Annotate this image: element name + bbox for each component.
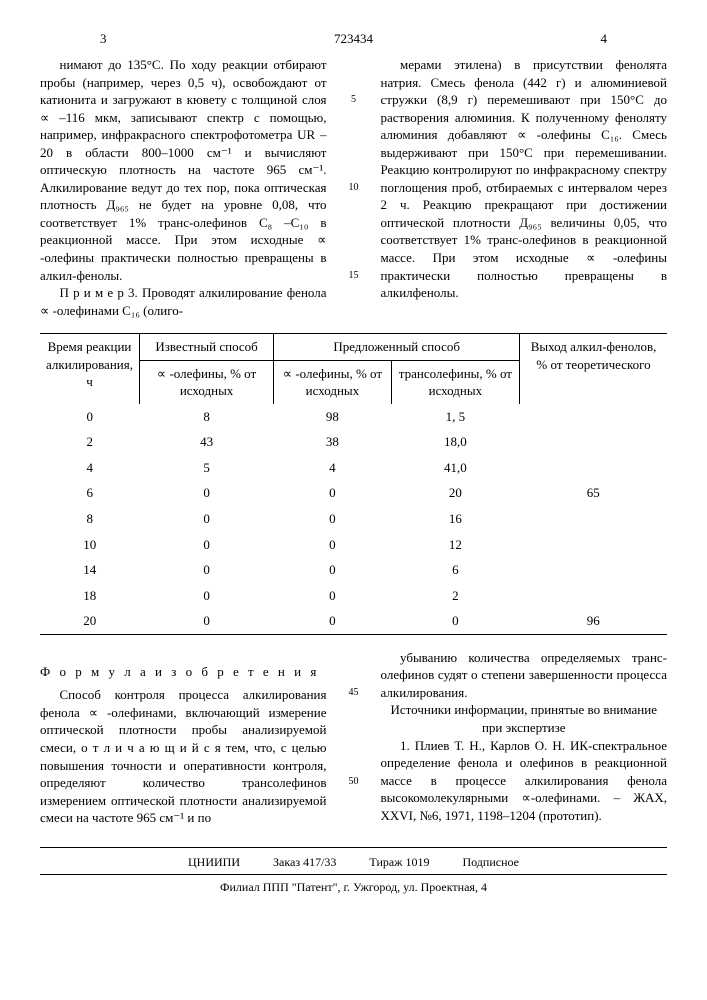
table-row: 100012 bbox=[40, 532, 667, 558]
col-header-proposed: Предложенный способ bbox=[274, 334, 520, 361]
footer-line-2: Филиал ППП "Патент", г. Ужгород, ул. Про… bbox=[40, 874, 667, 895]
footer-circulation: Тираж 1019 bbox=[369, 855, 429, 869]
col-subheader-known-olefins: ∝ -олефины, % от исходных bbox=[139, 360, 273, 404]
table-row: 45441,0 bbox=[40, 455, 667, 481]
results-table: Время реакции алкилирования, ч Известный… bbox=[40, 333, 667, 635]
document-id: 723434 bbox=[334, 30, 373, 48]
table-body: 08981, 5 2433818,0 45441,0 6002065 80016… bbox=[40, 404, 667, 634]
line-number: 45 bbox=[349, 686, 359, 700]
line-number: 15 bbox=[349, 269, 359, 283]
main-text-columns: нимают до 135°С. По ходу реакции отбираю… bbox=[40, 56, 667, 319]
page-number-left: 3 bbox=[100, 30, 107, 48]
table-row: 2000096 bbox=[40, 608, 667, 634]
footer-subscription: Подписное bbox=[462, 855, 519, 869]
footer-publisher: ЦНИИПИ bbox=[188, 855, 240, 869]
col-subheader-proposed-olefins: ∝ -олефины, % от исходных bbox=[274, 360, 392, 404]
formula-left-column: Ф о р м у л а и з о б р е т е н и я Спос… bbox=[40, 649, 327, 827]
right-paragraph-1: мерами этилена) в присутствии фенолята н… bbox=[381, 56, 668, 302]
formula-left-text: Способ контроля процесса алкилирования ф… bbox=[40, 686, 327, 826]
footer-line-1: ЦНИИПИ Заказ 417/33 Тираж 1019 Подписное bbox=[40, 854, 667, 870]
col-header-time: Время реакции алкилирования, ч bbox=[40, 334, 139, 404]
sources-title: Источники информации, принятые во вниман… bbox=[381, 701, 668, 736]
source-1: 1. Плиев Т. Н., Карлов О. Н. ИК-спектрал… bbox=[381, 737, 668, 825]
line-number: 5 bbox=[351, 93, 356, 107]
line-number: 10 bbox=[349, 181, 359, 195]
left-column: нимают до 135°С. По ходу реакции отбираю… bbox=[40, 56, 327, 319]
page-header: 3 723434 4 bbox=[40, 30, 667, 48]
page-number-right: 4 bbox=[601, 30, 608, 48]
line-number: 50 bbox=[349, 775, 359, 789]
footer-order: Заказ 417/33 bbox=[273, 855, 336, 869]
col-subheader-trans-olefins: трансолефины, % от исходных bbox=[391, 360, 519, 404]
formula-columns: Ф о р м у л а и з о б р е т е н и я Спос… bbox=[40, 649, 667, 827]
footer: ЦНИИПИ Заказ 417/33 Тираж 1019 Подписное… bbox=[40, 847, 667, 895]
table-row: 80016 bbox=[40, 506, 667, 532]
formula-right-column: убыванию количества определяемых транс-о… bbox=[381, 649, 668, 827]
table-row: 2433818,0 bbox=[40, 429, 667, 455]
table-row: 6002065 bbox=[40, 480, 667, 506]
line-number-gutter-2: 45 50 bbox=[347, 649, 361, 827]
table-row: 08981, 5 bbox=[40, 404, 667, 430]
formula-right-text-1: убыванию количества определяемых транс-о… bbox=[381, 649, 668, 702]
right-column: мерами этилена) в присутствии фенолята н… bbox=[381, 56, 668, 319]
col-header-known: Известный способ bbox=[139, 334, 273, 361]
left-paragraph-2: П р и м е р 3. Проводят алкилирование фе… bbox=[40, 284, 327, 319]
formula-title: Ф о р м у л а и з о б р е т е н и я bbox=[40, 663, 327, 681]
line-number-gutter: 5 10 15 bbox=[347, 56, 361, 319]
left-paragraph-1: нимают до 135°С. По ходу реакции отбираю… bbox=[40, 56, 327, 284]
col-header-yield: Выход алкил-фенолов, % от теоретического bbox=[520, 334, 667, 404]
table-row: 14006 bbox=[40, 557, 667, 583]
table-row: 18002 bbox=[40, 583, 667, 609]
